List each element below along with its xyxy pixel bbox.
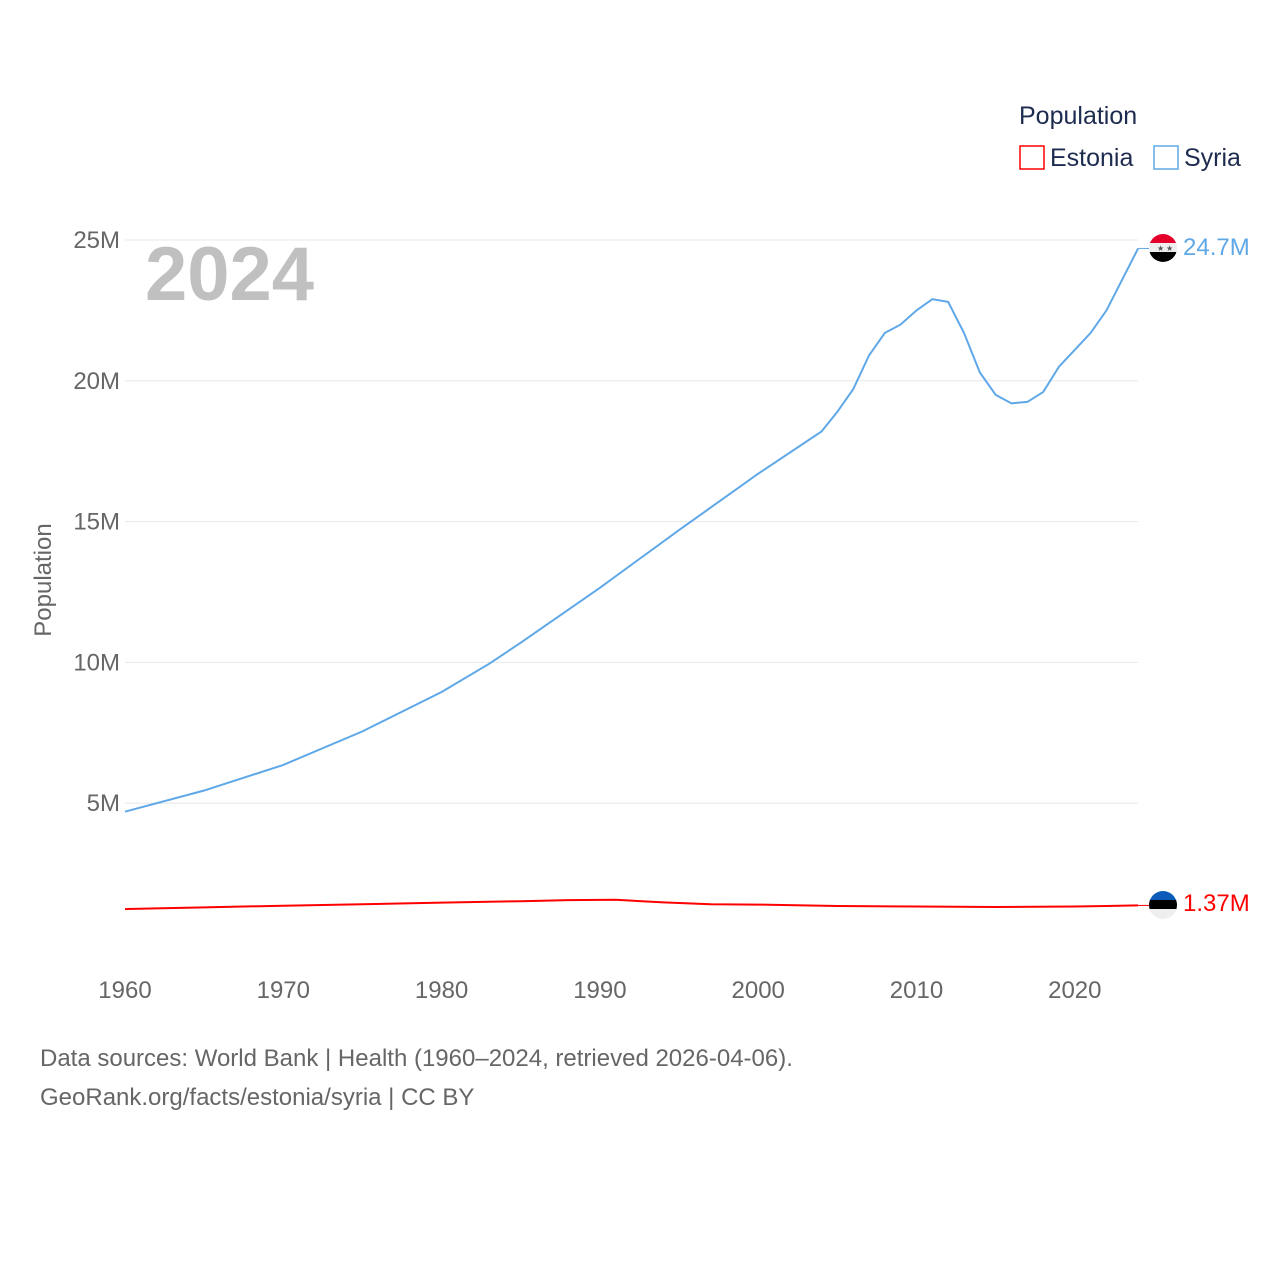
line-chart: 5M 10M 15M 20M 25M 1960 1970 1980 1990 2000 2010 20… bbox=[30, 102, 1250, 1004]
series-line-estonia bbox=[124, 898, 1139, 911]
x-tick-label: 2020 bbox=[1048, 977, 1101, 1004]
estonia-end-label: 1.37M bbox=[1183, 890, 1250, 917]
estonia-flag-icon bbox=[1149, 891, 1177, 919]
syria-end-label: 24.7M bbox=[1183, 234, 1250, 261]
legend-label-syria[interactable]: Syria bbox=[1184, 144, 1241, 172]
x-tick-label: 1990 bbox=[573, 977, 626, 1004]
legend-swatch-syria[interactable] bbox=[1153, 145, 1179, 170]
data-source-text: Data sources: World Bank | Health (1960–… bbox=[40, 1045, 793, 1072]
x-tick-label: 2010 bbox=[890, 977, 943, 1004]
x-tick-label: 1960 bbox=[98, 977, 151, 1004]
svg-text:★: ★ bbox=[1157, 244, 1164, 253]
y-tick-label: 15M bbox=[73, 509, 120, 536]
y-tick-label: 25M bbox=[73, 227, 120, 254]
x-tick-label: 1970 bbox=[257, 977, 310, 1004]
source-url-text[interactable]: GeoRank.org/facts/estonia/syria | CC BY bbox=[40, 1084, 475, 1111]
x-tick-label: 1980 bbox=[415, 977, 468, 1004]
syria-flag-icon: ★ ★ bbox=[1149, 234, 1177, 262]
legend-swatch-estonia[interactable] bbox=[1019, 145, 1045, 170]
series-line-syria bbox=[124, 247, 1140, 813]
legend-label-estonia[interactable]: Estonia bbox=[1050, 144, 1133, 172]
y-axis-label: Population bbox=[30, 523, 57, 636]
legend-title: Population bbox=[1019, 102, 1137, 130]
y-tick-label: 20M bbox=[73, 368, 120, 395]
x-tick-label: 2000 bbox=[732, 977, 785, 1004]
year-watermark: 2024 bbox=[145, 232, 314, 317]
y-tick-label: 5M bbox=[87, 790, 120, 817]
svg-text:★: ★ bbox=[1166, 244, 1173, 253]
y-tick-label: 10M bbox=[73, 649, 120, 676]
